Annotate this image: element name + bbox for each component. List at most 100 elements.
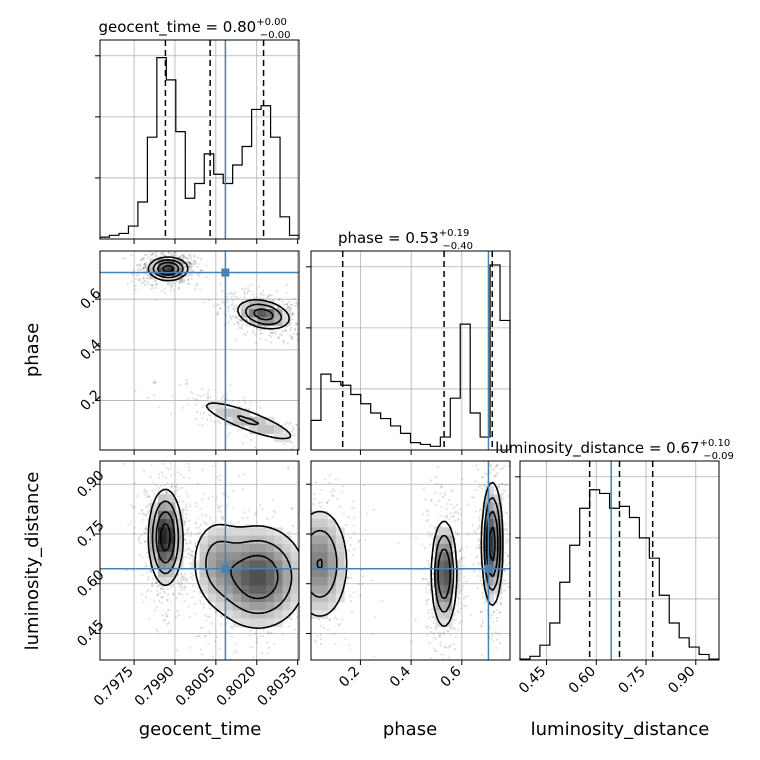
sample-point: [494, 423, 496, 425]
sample-point: [315, 641, 318, 644]
density-cell: [166, 568, 176, 578]
sample-point: [265, 641, 268, 644]
sample-point: [189, 257, 192, 260]
density-cell: [274, 568, 283, 578]
panel-frame: [99, 39, 300, 240]
density-cell: [282, 552, 292, 561]
sample-point: [219, 510, 223, 514]
sample-point: [185, 260, 189, 263]
sample-point: [267, 295, 270, 298]
sample-point: [319, 642, 323, 645]
sample-point: [187, 528, 190, 532]
sample-point: [151, 252, 154, 255]
density-cell: [493, 494, 503, 503]
panel-frame: [99, 460, 300, 661]
sample-point: [188, 262, 191, 265]
sample-point: [181, 577, 184, 580]
sample-point: [397, 542, 400, 545]
sample-point: [299, 435, 301, 437]
sample-point: [239, 307, 242, 310]
density-cell: [435, 560, 445, 570]
sample-point: [312, 502, 315, 506]
sample-point: [230, 292, 233, 295]
sample-point: [221, 290, 224, 293]
sample-point: [266, 296, 269, 299]
sample-point: [185, 257, 188, 260]
sample-point: [299, 572, 301, 574]
sample-point: [503, 464, 506, 468]
sample-point: [152, 286, 155, 290]
sample-point: [259, 328, 263, 332]
sample-point: [140, 281, 144, 284]
sample-point: [181, 256, 184, 260]
sample-point: [425, 591, 428, 594]
sample-point: [291, 524, 294, 528]
sample-point: [255, 327, 259, 330]
sample-point: [496, 472, 499, 475]
sample-point: [238, 474, 241, 477]
sample-point: [242, 332, 245, 336]
density-cell: [174, 519, 184, 528]
sample-point: [452, 619, 455, 622]
sample-point: [295, 333, 298, 336]
title-sub: −0.40: [442, 241, 473, 252]
sample-point: [252, 656, 255, 659]
sample-point: [189, 260, 192, 263]
sample-point: [189, 504, 192, 508]
sample-point: [313, 441, 315, 443]
sample-point: [190, 572, 193, 575]
sample-point: [196, 256, 199, 259]
sample-point: [277, 336, 280, 339]
sample-point: [287, 531, 290, 534]
sample-point: [179, 583, 182, 586]
density-cell: [265, 618, 275, 628]
sample-point: [158, 473, 161, 476]
sample-point: [292, 510, 294, 512]
sample-point: [160, 253, 163, 256]
density-cell: [265, 568, 275, 578]
sample-point: [491, 661, 493, 663]
density-cell: [257, 309, 267, 318]
sample-point: [301, 521, 303, 523]
density-cell: [207, 535, 217, 545]
sample-point: [306, 600, 308, 602]
density-cell: [311, 577, 320, 586]
sample-point: [160, 246, 162, 248]
sample-point: [478, 569, 481, 572]
density-cell: [274, 610, 283, 620]
sample-point: [139, 265, 142, 268]
sample-point: [448, 518, 451, 521]
sample-point: [184, 538, 187, 541]
sample-point: [481, 596, 484, 599]
sample-point: [352, 468, 354, 470]
sample-point: [243, 396, 246, 399]
density-cell: [174, 527, 184, 537]
sample-point: [270, 331, 273, 335]
sample-point: [229, 304, 232, 307]
sample-point: [294, 327, 297, 331]
sample-point: [309, 495, 311, 497]
sample-point: [152, 257, 155, 260]
contour-line: [162, 265, 175, 273]
sample-point: [290, 429, 294, 433]
sample-point: [122, 257, 125, 260]
sample-point: [147, 588, 150, 591]
sample-point: [480, 576, 483, 579]
sample-point: [463, 604, 466, 607]
sample-point: [170, 285, 173, 288]
panel-content: [292, 423, 513, 663]
sample-point: [272, 331, 275, 334]
sample-point: [459, 549, 462, 552]
sample-point: [178, 591, 182, 595]
sample-point: [163, 591, 167, 594]
sample-point: [511, 574, 513, 576]
sample-point: [446, 502, 449, 505]
sample-point: [507, 464, 510, 467]
sample-point: [270, 631, 273, 634]
sample-point: [283, 328, 286, 331]
sample-point: [167, 593, 170, 596]
sample-point: [217, 509, 220, 512]
sample-point: [266, 652, 269, 655]
sample-point: [179, 280, 182, 284]
sample-point: [148, 495, 151, 498]
